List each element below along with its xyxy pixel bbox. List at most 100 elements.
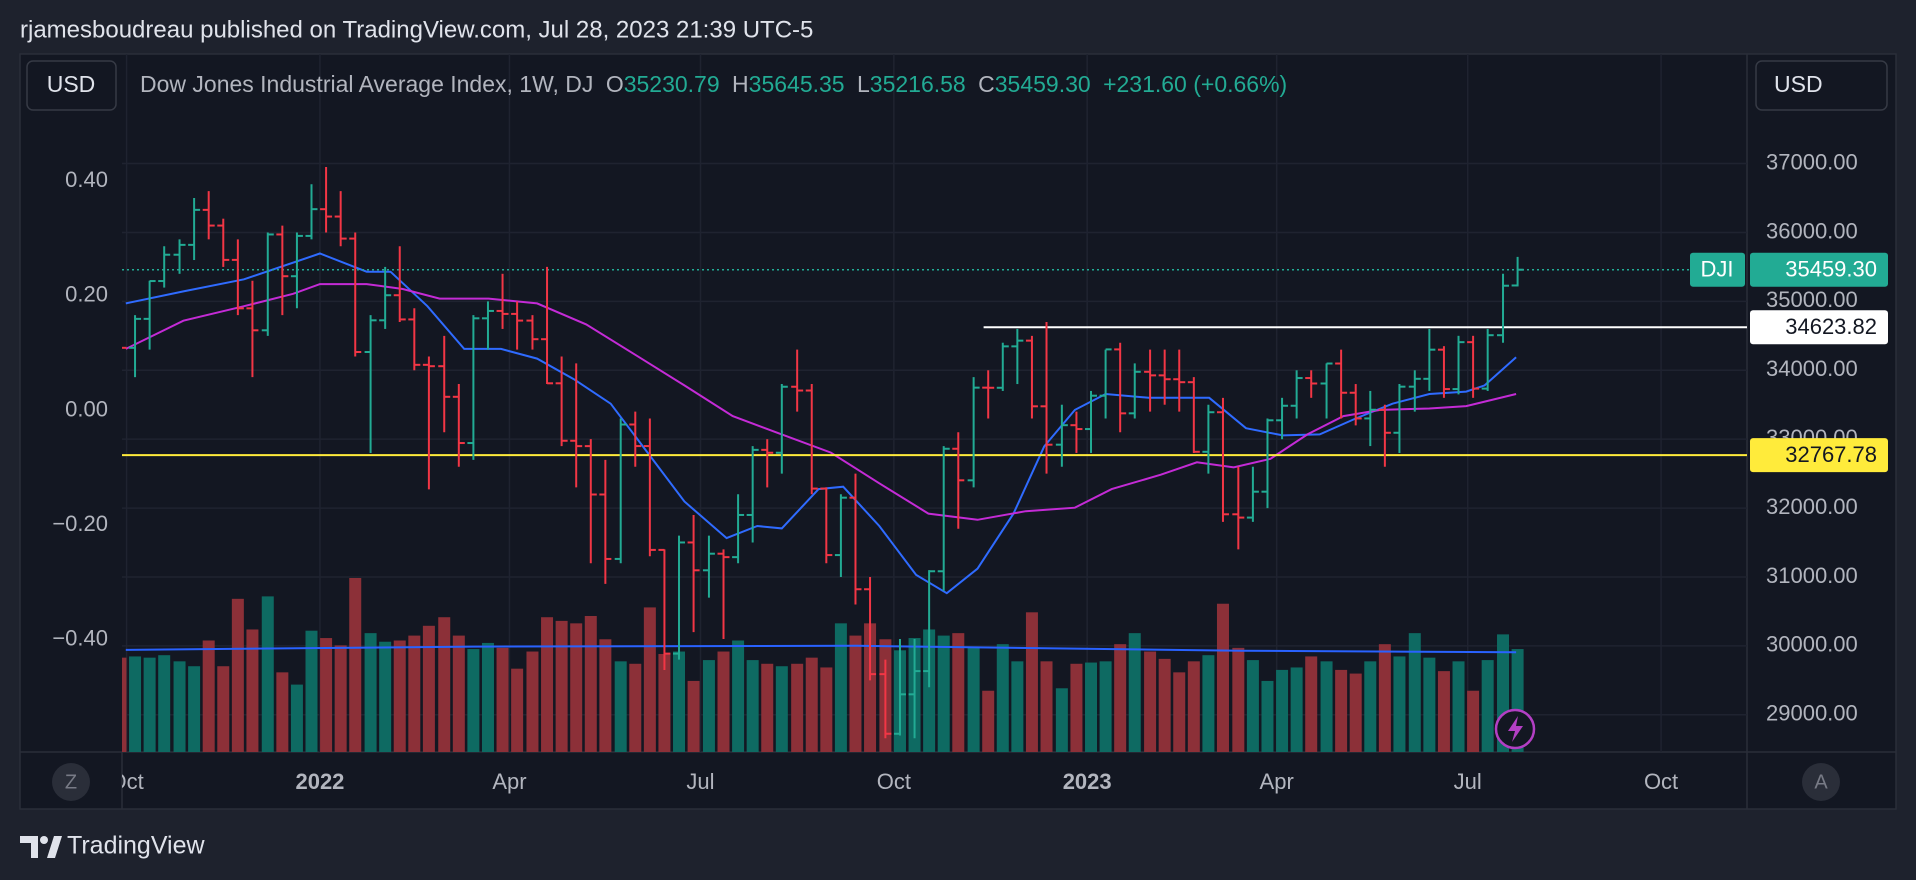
volume-bar xyxy=(422,625,435,752)
y-tick-label: 29000.00 xyxy=(1766,701,1858,726)
symbol-tag-label: DJI xyxy=(1701,257,1734,282)
volume-bar xyxy=(1481,660,1494,752)
y2-tick-label: −0.40 xyxy=(52,625,108,650)
auto-button[interactable] xyxy=(1802,763,1840,801)
last-price-tag xyxy=(1750,252,1888,287)
volume-bar xyxy=(122,657,127,752)
volume-bar xyxy=(1320,661,1333,752)
volume-bar xyxy=(481,642,494,752)
volume-average-line xyxy=(125,644,1517,654)
legend-label: L xyxy=(857,71,870,97)
volume-bar xyxy=(1290,667,1303,752)
legend-value: 35645.35 xyxy=(749,71,845,97)
volume-bar xyxy=(996,644,1009,752)
volume-bar xyxy=(1393,656,1406,752)
volume-bar xyxy=(1335,669,1348,752)
y2-tick-label: 0.20 xyxy=(65,282,108,307)
x-tick-label: Jul xyxy=(686,769,714,794)
legend-label: C xyxy=(978,71,995,97)
logo-part xyxy=(40,836,48,844)
auto-label[interactable]: A xyxy=(1814,771,1828,793)
volume-bar xyxy=(834,623,847,752)
volume-bar xyxy=(496,647,509,752)
legend-value: 35230.79 xyxy=(624,71,720,97)
price-tag xyxy=(1750,438,1888,473)
volume-bar xyxy=(775,666,788,752)
volume-bar xyxy=(1128,633,1141,752)
currency-button[interactable] xyxy=(26,60,117,111)
price-tag-label: 32767.78 xyxy=(1785,442,1877,467)
volume-bar xyxy=(526,651,539,752)
legend-label: O xyxy=(606,71,624,97)
volume-bar xyxy=(379,641,392,752)
volume-bar xyxy=(1040,661,1053,752)
last-price-tag-label: 35459.30 xyxy=(1785,257,1877,282)
volume-bar xyxy=(1305,656,1318,752)
volume-bar xyxy=(408,635,421,752)
legend: Dow Jones Industrial Average Index, 1W, … xyxy=(140,71,1287,97)
icon-bolt[interactable] xyxy=(1508,716,1523,742)
volume-bar xyxy=(1232,647,1245,752)
volume-bar xyxy=(702,660,715,752)
price-tag-label: 34623.82 xyxy=(1785,314,1877,339)
logo-part xyxy=(20,836,38,858)
volume-bar xyxy=(614,661,627,752)
y-tick-label: 32000.00 xyxy=(1766,494,1858,519)
y-tick-label: 30000.00 xyxy=(1766,632,1858,657)
volume-bar xyxy=(1423,657,1436,752)
volume-bar xyxy=(1011,661,1024,752)
y-tick-label: 36000.00 xyxy=(1766,218,1858,243)
volume-bar xyxy=(364,633,377,752)
volume-bar xyxy=(1216,603,1229,752)
currency-label[interactable]: USD xyxy=(47,71,96,97)
zoom-button[interactable] xyxy=(52,763,90,801)
publisher-line: rjamesboudreau published on TradingView.… xyxy=(20,16,813,43)
volume-bar xyxy=(1349,673,1362,752)
volume-bar xyxy=(452,635,465,752)
volume-bar xyxy=(1364,661,1377,752)
volume-bar xyxy=(1187,661,1200,752)
volume-bar xyxy=(952,633,965,752)
volume-bar xyxy=(349,578,362,752)
y-tick-label: 37000.00 xyxy=(1766,149,1858,174)
volume-bar xyxy=(1452,661,1465,752)
average-line xyxy=(125,252,1517,595)
volume-bar xyxy=(188,666,201,752)
volume-bar xyxy=(658,653,671,752)
x-tick-label: Oct xyxy=(877,769,911,794)
lightning-icon[interactable] xyxy=(1494,708,1536,750)
volume-bar xyxy=(1276,669,1289,752)
volume-bar xyxy=(158,655,171,752)
x-tick-label: Jul xyxy=(1454,769,1482,794)
volume-bar xyxy=(202,640,215,752)
volume-bar xyxy=(217,666,230,752)
volume-bar xyxy=(393,640,406,752)
volume-bar xyxy=(143,657,156,752)
volume-bar xyxy=(261,596,274,752)
volume-bar xyxy=(541,617,554,752)
volume-bar xyxy=(791,663,804,752)
volume-bar xyxy=(334,645,347,752)
volume-bar xyxy=(849,635,862,752)
volume-bar xyxy=(717,651,730,752)
volume-bar xyxy=(629,663,642,752)
zoom-label[interactable]: Z xyxy=(65,771,77,793)
volume-bar xyxy=(555,620,568,752)
volume-bar xyxy=(511,668,524,752)
volume-bar xyxy=(438,617,451,752)
legend-label: H xyxy=(732,71,749,97)
volume-bar xyxy=(761,663,774,752)
x-tick-label: Oct xyxy=(1644,769,1678,794)
y2-tick-label: −0.20 xyxy=(52,511,108,536)
volume-bar xyxy=(129,656,142,752)
volume-bar xyxy=(746,660,759,752)
logo-part xyxy=(47,836,62,858)
x-tick-label: Oct xyxy=(109,769,143,794)
volume-bar xyxy=(1085,662,1098,752)
volume-bar xyxy=(584,615,597,752)
legend-title: Dow Jones Industrial Average Index, 1W, … xyxy=(140,71,593,97)
currency-label[interactable]: USD xyxy=(1774,71,1823,97)
symbol-tag xyxy=(1690,252,1745,287)
currency-button[interactable] xyxy=(1755,60,1888,111)
price-tag xyxy=(1750,310,1888,345)
